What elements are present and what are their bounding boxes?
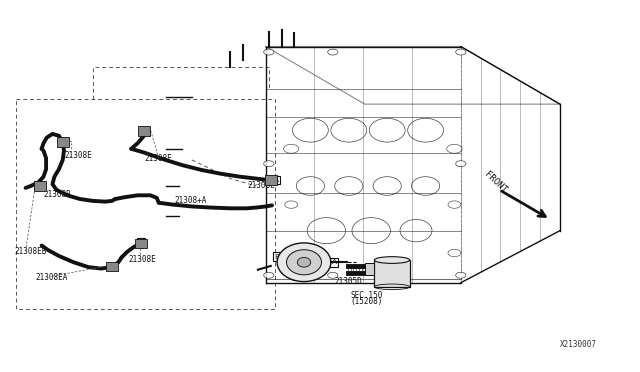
FancyBboxPatch shape	[35, 181, 46, 191]
Circle shape	[328, 49, 338, 55]
Circle shape	[392, 272, 402, 278]
Text: 21308E: 21308E	[64, 151, 92, 160]
Text: 21305: 21305	[291, 274, 314, 283]
Text: 21308E: 21308E	[247, 181, 275, 190]
Ellipse shape	[287, 250, 321, 275]
FancyBboxPatch shape	[135, 239, 147, 248]
FancyBboxPatch shape	[57, 137, 68, 147]
FancyBboxPatch shape	[106, 262, 118, 271]
Text: 21308EA: 21308EA	[35, 273, 68, 282]
Text: A: A	[274, 177, 279, 183]
Text: 21308B: 21308B	[44, 190, 71, 199]
Text: X2130007: X2130007	[560, 340, 597, 349]
Text: 21308+A: 21308+A	[174, 196, 207, 205]
Ellipse shape	[297, 257, 311, 267]
Text: 21308E: 21308E	[144, 154, 172, 163]
FancyBboxPatch shape	[138, 126, 150, 136]
Text: B: B	[138, 240, 143, 246]
FancyBboxPatch shape	[266, 175, 277, 185]
Ellipse shape	[374, 257, 410, 263]
Text: (15208): (15208)	[351, 297, 383, 306]
Text: 21308EB: 21308EB	[14, 247, 47, 256]
Circle shape	[264, 49, 274, 55]
Circle shape	[456, 272, 466, 278]
Circle shape	[264, 272, 274, 278]
FancyBboxPatch shape	[365, 263, 374, 275]
Circle shape	[328, 272, 338, 278]
Text: FRONT: FRONT	[483, 170, 509, 195]
Circle shape	[264, 161, 274, 167]
Ellipse shape	[277, 243, 331, 282]
Text: SEC.150: SEC.150	[351, 291, 383, 300]
Circle shape	[456, 161, 466, 167]
Circle shape	[456, 49, 466, 55]
Text: A: A	[332, 259, 337, 265]
Text: 21308E: 21308E	[128, 255, 156, 264]
FancyBboxPatch shape	[374, 260, 410, 287]
Text: 21305D: 21305D	[335, 278, 362, 286]
Text: B: B	[274, 254, 279, 260]
